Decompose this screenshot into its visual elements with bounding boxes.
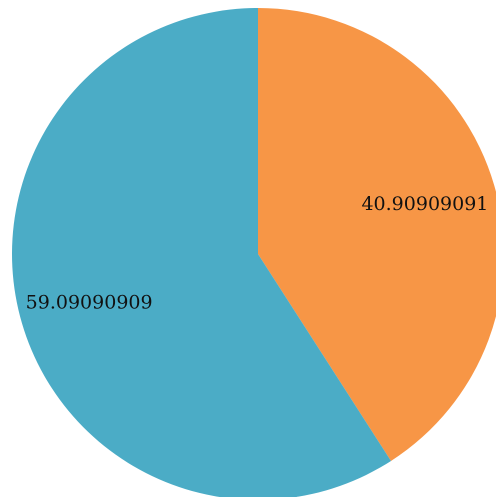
- pie-slice-0: [258, 8, 496, 461]
- pie-labels: 40.90909091 59.09090909: [26, 193, 489, 314]
- pie-slice-label-0: 40.90909091: [361, 193, 488, 215]
- pie-slices: [12, 8, 496, 497]
- pie-slice-label-1: 59.09090909: [26, 292, 153, 314]
- pie-slice-1: [12, 8, 391, 497]
